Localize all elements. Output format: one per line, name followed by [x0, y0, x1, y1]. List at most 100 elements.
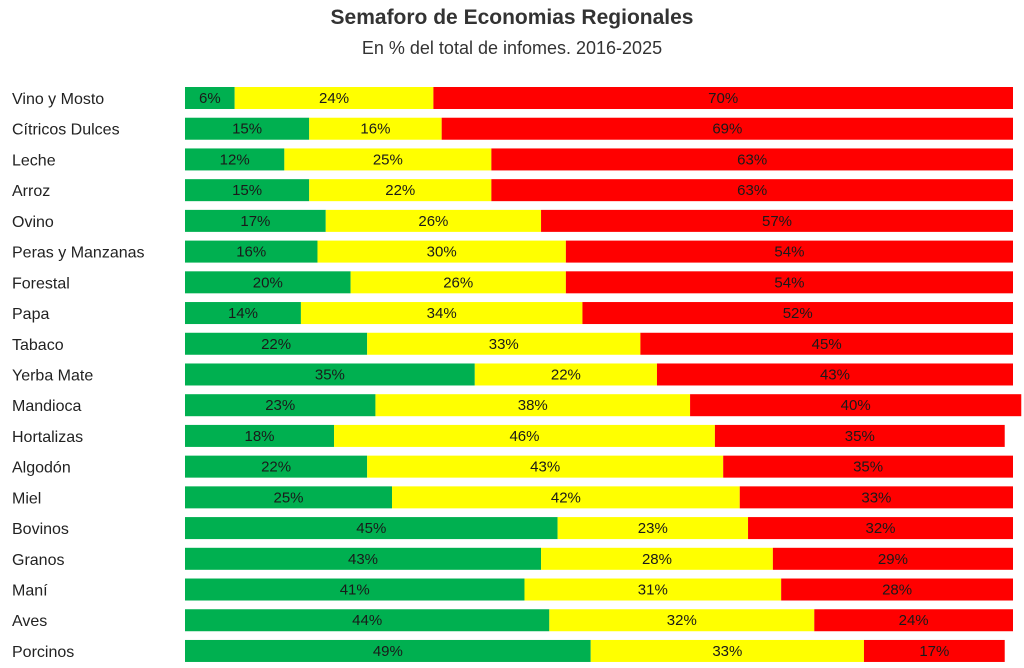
value-label-yellow-vino-y-mosto: 24%: [319, 90, 349, 107]
category-label-tabaco: Tabaco: [12, 337, 64, 354]
category-label-miel: Miel: [12, 490, 41, 507]
category-label-algodon: Algodón: [12, 460, 71, 477]
bar-red-algodon: [723, 455, 1013, 478]
value-label-green-peras-y-manzanas: 16%: [236, 244, 266, 261]
bar-red-forestal: [565, 271, 1013, 294]
value-label-yellow-ovino: 26%: [418, 213, 448, 230]
value-label-yellow-papa: 34%: [427, 305, 457, 322]
bar-yellow-granos: [541, 547, 773, 570]
bar-green-arroz: [185, 179, 310, 202]
value-label-green-forestal: 20%: [253, 274, 283, 291]
bar-green-hortalizas: [185, 424, 335, 447]
bar-yellow-leche: [284, 148, 492, 171]
category-label-vino-y-mosto: Vino y Mosto: [12, 91, 104, 108]
category-label-arroz: Arroz: [12, 183, 50, 200]
category-label-mandioca: Mandioca: [12, 398, 81, 415]
value-label-green-algodon: 22%: [261, 459, 291, 476]
value-label-green-mani: 41%: [340, 582, 370, 599]
value-label-yellow-citricos-dulces: 16%: [360, 121, 390, 138]
value-label-red-peras-y-manzanas: 54%: [774, 244, 804, 261]
bar-yellow-forestal: [350, 271, 566, 294]
value-label-yellow-miel: 42%: [551, 489, 581, 506]
bar-green-citricos-dulces: [185, 117, 310, 140]
bar-red-vino-y-mosto: [433, 87, 1013, 109]
bar-green-leche: [185, 148, 285, 171]
bar-red-ovino: [541, 209, 1013, 232]
bar-red-mandioca: [690, 394, 1022, 417]
category-label-yerba-mate: Yerba Mate: [12, 367, 93, 384]
bar-green-granos: [185, 547, 542, 570]
value-label-yellow-arroz: 22%: [385, 182, 415, 199]
value-label-yellow-bovinos: 23%: [638, 520, 668, 537]
bar-green-mandioca: [185, 394, 376, 417]
value-label-green-tabaco: 22%: [261, 336, 291, 353]
bar-yellow-vino-y-mosto: [234, 87, 434, 109]
value-label-red-ovino: 57%: [762, 213, 792, 230]
value-label-green-hortalizas: 18%: [245, 428, 275, 445]
value-label-green-citricos-dulces: 15%: [232, 121, 262, 138]
value-label-green-aves: 44%: [352, 612, 382, 629]
category-label-forestal: Forestal: [12, 275, 70, 292]
value-label-green-granos: 43%: [348, 551, 378, 568]
bar-yellow-porcinos: [590, 639, 864, 662]
bar-green-mani: [185, 578, 525, 601]
value-label-green-bovinos: 45%: [356, 520, 386, 537]
bar-yellow-miel: [392, 486, 740, 509]
bar-red-tabaco: [640, 332, 1013, 355]
bar-red-porcinos: [863, 639, 1005, 662]
chart-title: Semaforo de Economias Regionales: [330, 6, 694, 29]
value-label-green-porcinos: 49%: [373, 643, 403, 660]
value-label-yellow-aves: 32%: [667, 612, 697, 629]
category-label-peras-y-manzanas: Peras y Manzanas: [12, 245, 145, 262]
bar-yellow-ovino: [325, 209, 542, 232]
bar-green-peras-y-manzanas: [185, 240, 318, 263]
bar-green-bovinos: [185, 517, 558, 540]
bar-yellow-papa: [300, 302, 583, 325]
value-label-green-miel: 25%: [273, 489, 303, 506]
value-label-yellow-algodon: 43%: [530, 459, 560, 476]
category-label-bovinos: Bovinos: [12, 521, 69, 538]
value-label-red-papa: 52%: [783, 305, 813, 322]
bar-yellow-bovinos: [557, 517, 749, 540]
value-label-yellow-porcinos: 33%: [712, 643, 742, 660]
bar-green-tabaco: [185, 332, 368, 355]
value-label-yellow-leche: 25%: [373, 151, 403, 168]
category-label-mani: Maní: [12, 583, 48, 600]
value-label-yellow-mani: 31%: [638, 582, 668, 599]
bar-green-miel: [185, 486, 392, 509]
value-label-green-ovino: 17%: [240, 213, 270, 230]
value-label-red-vino-y-mosto: 70%: [708, 90, 738, 107]
bar-green-algodon: [185, 455, 368, 478]
value-label-red-yerba-mate: 43%: [820, 366, 850, 383]
bar-red-hortalizas: [714, 424, 1005, 447]
bar-green-ovino: [185, 209, 326, 232]
value-label-red-porcinos: 17%: [919, 643, 949, 660]
bar-yellow-yerba-mate: [474, 363, 657, 386]
value-label-red-hortalizas: 35%: [845, 428, 875, 445]
bar-yellow-algodon: [367, 455, 724, 478]
value-label-red-arroz: 63%: [737, 182, 767, 199]
value-label-green-vino-y-mosto: 6%: [199, 90, 221, 107]
value-label-red-algodon: 35%: [853, 459, 883, 476]
bar-red-aves: [814, 609, 1013, 632]
value-label-yellow-hortalizas: 46%: [509, 428, 539, 445]
bar-green-aves: [185, 609, 550, 632]
value-label-red-leche: 63%: [737, 151, 767, 168]
value-label-red-mani: 28%: [882, 582, 912, 599]
value-label-green-yerba-mate: 35%: [315, 366, 345, 383]
category-label-citricos-dulces: Cítricos Dulces: [12, 122, 120, 139]
bar-red-peras-y-manzanas: [565, 240, 1013, 263]
chart-subtitle: En % del total de infomes. 2016-2025: [361, 38, 663, 58]
value-label-yellow-yerba-mate: 22%: [551, 366, 581, 383]
bar-yellow-citricos-dulces: [309, 117, 442, 140]
bar-red-arroz: [491, 179, 1013, 202]
value-label-red-tabaco: 45%: [812, 336, 842, 353]
bar-red-mani: [781, 578, 1013, 601]
value-label-red-granos: 29%: [878, 551, 908, 568]
bar-yellow-arroz: [309, 179, 492, 202]
value-label-yellow-tabaco: 33%: [489, 336, 519, 353]
category-label-leche: Leche: [12, 152, 56, 169]
value-label-red-forestal: 54%: [774, 274, 804, 291]
value-label-yellow-peras-y-manzanas: 30%: [427, 244, 457, 261]
